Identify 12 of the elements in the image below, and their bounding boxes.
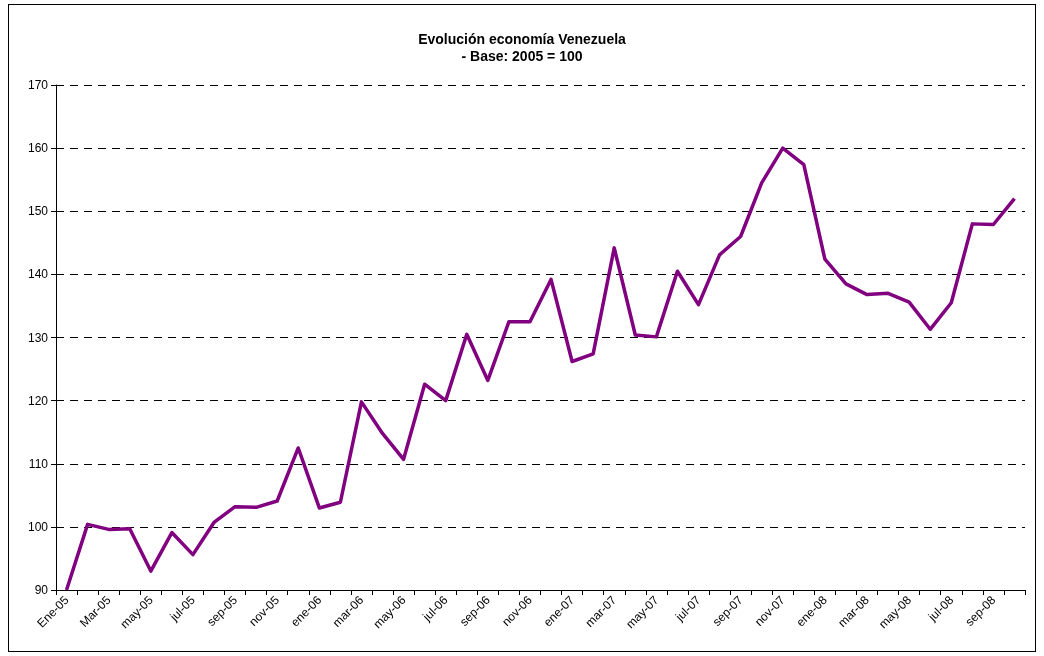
chart-title: Evolución economía Venezuela — [418, 31, 627, 47]
y-tick-label: 150 — [27, 204, 49, 219]
y-tick-label: 160 — [27, 141, 49, 156]
y-tick-label: 100 — [27, 519, 49, 534]
y-tick-label: 130 — [27, 330, 49, 345]
y-tick-label: 120 — [27, 393, 49, 408]
y-tick-label: 110 — [28, 456, 49, 471]
line-series — [64, 146, 1017, 592]
y-tick-label: 170 — [27, 78, 49, 92]
y-tick-label: 140 — [27, 267, 49, 282]
y-tick-label: 90 — [34, 583, 49, 597]
chart-subtitle: - Base: 2005 = 100 — [461, 48, 583, 64]
